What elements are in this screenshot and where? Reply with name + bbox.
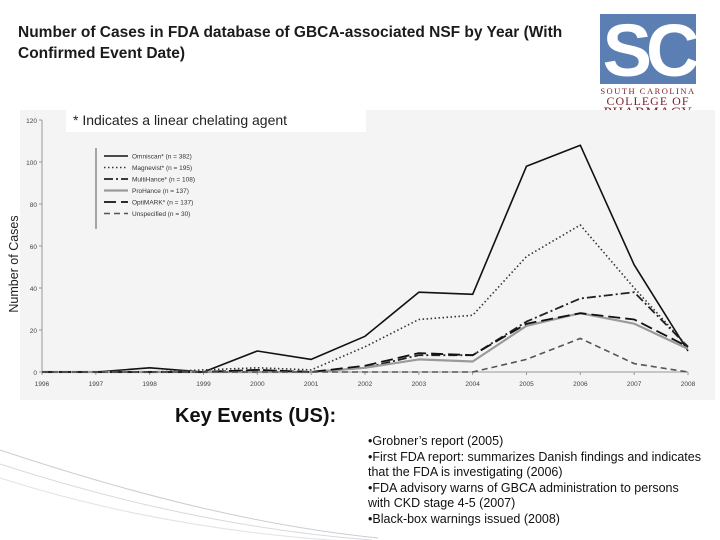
line-chart: 0 20 40 60 80 100 120 1996 1997 1998 1999 2000 2001 2… — [26, 118, 696, 388]
legend-label: OptiMARK* (n = 137) — [132, 200, 193, 207]
series-line-4 — [42, 312, 689, 373]
key-event-item: •First FDA report: summarizes Danish fin… — [368, 449, 701, 480]
chart-panel: 0 20 40 60 80 100 120 1996 1997 1998 1999 2000 2001 2… — [20, 110, 715, 400]
y-tick-label: 80 — [30, 202, 38, 209]
key-event-item: •Grobner’s report (2005) — [368, 434, 504, 448]
logo-mark: SC — [600, 14, 696, 84]
y-tick-label: 40 — [30, 286, 38, 293]
y-tick-label: 60 — [30, 244, 38, 251]
y-tick-label: 0 — [33, 370, 37, 377]
college-logo: SC SOUTH CAROLINA COLLEGE OF PHARMACY — [596, 14, 700, 122]
y-tick-label: 120 — [26, 118, 37, 125]
chelating-note: * Indicates a linear chelating agent — [66, 108, 366, 132]
x-tick-label: 2000 — [250, 381, 265, 388]
legend-label: Omniscan* (n = 382) — [132, 154, 192, 161]
x-tick-label: 1998 — [142, 381, 157, 388]
x-tick-label: 2008 — [681, 381, 696, 388]
x-tick-label: 2006 — [573, 381, 588, 388]
series-line-0 — [42, 144, 689, 373]
key-event-item: •FDA advisory warns of GBCA administrati… — [368, 480, 679, 511]
decorative-swoosh — [0, 449, 379, 540]
x-tick-label: 2001 — [304, 381, 319, 388]
key-events-list: •Grobner’s report (2005) •First FDA repo… — [368, 434, 703, 527]
x-tick-label: 1999 — [196, 381, 211, 388]
x-tick-label: 1996 — [35, 381, 50, 388]
legend-label: ProHance (n = 137) — [132, 188, 189, 195]
y-axis-title: Number of Cases — [7, 215, 21, 313]
series-line-1 — [42, 224, 689, 373]
logo-line-state: SOUTH CAROLINA — [600, 86, 696, 96]
x-tick-label: 2002 — [358, 381, 373, 388]
slide-title: Number of Cases in FDA database of GBCA-… — [18, 24, 563, 62]
legend-label: Magnevist* (n = 195) — [132, 165, 192, 172]
x-tick-label: 2007 — [627, 381, 642, 388]
y-tick-label: 20 — [30, 328, 38, 335]
series-line-5 — [42, 337, 689, 373]
x-tick-label: 2005 — [519, 381, 534, 388]
legend-label: MultiHance* (n = 108) — [132, 177, 195, 184]
legend-label: Unspecified (n = 30) — [132, 211, 190, 218]
x-tick-label: 1997 — [89, 381, 104, 388]
key-events-heading: Key Events (US): — [175, 405, 337, 427]
logo-line-college: COLLEGE OF — [606, 94, 690, 108]
x-tick-label: 2003 — [412, 381, 427, 388]
key-event-item: •Black-box warnings issued (2008) — [368, 511, 560, 526]
x-tick-label: 2004 — [465, 381, 480, 388]
series-line-2 — [42, 291, 689, 373]
y-tick-label: 100 — [26, 160, 37, 167]
